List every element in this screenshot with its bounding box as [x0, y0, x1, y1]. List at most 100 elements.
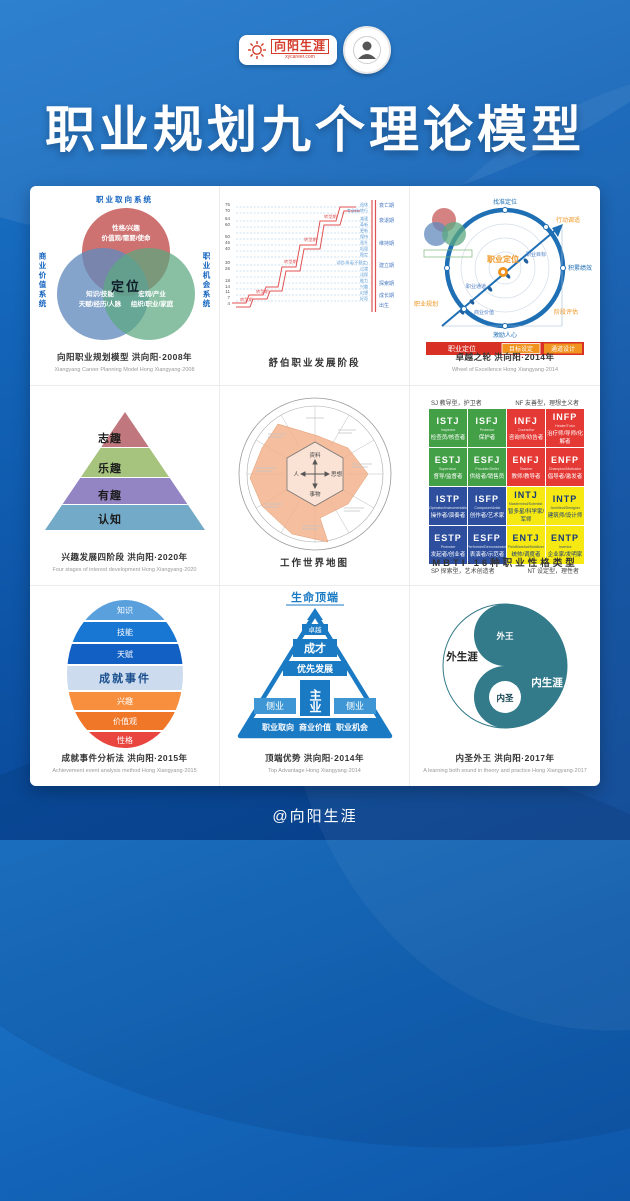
brand-domain: xycareer.com: [285, 54, 315, 61]
mbti-type: ISFJ: [475, 415, 499, 426]
venn-left-text: 知识/技能 天赋/经历/人脉: [50, 290, 150, 310]
mbti-cn: 倡导者/激发者: [547, 473, 583, 480]
brand-text: 向阳生涯 xycareer.com: [270, 39, 329, 61]
mbti-cell-esfj: ESFJ Provider/Seller 供给者/销售员: [468, 448, 506, 486]
ring-label-top: 找准定位: [493, 198, 517, 206]
mbti-cn: 督导/监督者: [433, 473, 463, 480]
venn-top-line1: 性格/兴趣: [112, 225, 140, 232]
mbti-type: ENTJ: [512, 532, 540, 543]
legend-bar: 职业定位 目标设定 通道设计: [426, 342, 584, 355]
ring-label-se: 阶段评估: [554, 308, 578, 316]
card-caption-en: Xiangyang Career Planning Model Hong Xia…: [54, 367, 195, 373]
mbti-cn: 供给者/销售员: [469, 473, 505, 480]
mbti-cn: 保护者: [478, 434, 496, 441]
venn-left-line2: 天赋/经历/人脉: [78, 300, 122, 308]
mbti-en: FieldMarshal/Mobilizer: [508, 543, 545, 549]
apex-diagram: 生命顶端 卓越 成才 优先发展 主业 侧业 侧业 职业取向 商业价值 职业机会: [237, 590, 393, 739]
card-caption: 成就事件分析法 洪向阳·2015年: [61, 753, 188, 763]
inner-label-goal: 职业目标: [526, 251, 546, 258]
mbti-cell-isfp: ISFP Composer/Artist 创作者/艺术家: [468, 487, 506, 525]
card-caption: 卓越之轮 洪向阳·2014年: [455, 352, 555, 362]
mbti-cn: 统帅/调度者: [511, 551, 541, 558]
milestone-label: 试探: [360, 271, 368, 277]
age-tick: 45: [225, 240, 231, 245]
mbti-en: Inventor: [558, 543, 572, 549]
card-mbti-types: SJ 教导型，护卫者 NF 友善型，理想主义者 ISTJ Inspector 检查员…: [410, 386, 600, 586]
mbti-top-labels: SJ 教导型，护卫者 NF 友善型，理想主义者: [431, 398, 579, 407]
milestone-label: 晋升: [360, 239, 368, 245]
mbti-cn: 发起者/创业者: [430, 551, 466, 558]
milestone-label: 退休: [360, 201, 368, 207]
pyramid-label: 有趣: [98, 490, 122, 502]
mbti-cell-istp: ISTP Operator/Instrumentalist 操作者/演奏者: [429, 487, 467, 525]
egg-band-character: 性格: [67, 732, 183, 748]
venn-right-line2: 组织/职业/家庭: [130, 300, 174, 308]
card-caption: 兴趣发展四阶段 洪向阳·2020年: [61, 552, 188, 562]
stage-label: 探索期: [379, 280, 394, 287]
card-super-career-stages: 75 70 64 60 50 45 40 30 26 18 14 11 7 4 …: [220, 186, 410, 386]
mbti-sp-label: SP 探索型，艺术创造者: [431, 569, 495, 575]
mbti-en: Provider/Seller: [475, 465, 499, 471]
mbti-cn: 检查员/核查者: [430, 434, 466, 441]
venn-center-label: 定位: [110, 279, 141, 294]
pyramid-label: 志趣: [98, 433, 122, 445]
venn-system-left-label: 商业价值系统: [38, 251, 47, 309]
box-excellence: [302, 624, 328, 635]
card-caption-en: Wheel of Excellence Hong Xiangyang·2014: [451, 367, 559, 373]
outer-career-label: 外生涯: [445, 650, 478, 663]
inner-sage-label: 内圣: [496, 693, 514, 703]
compass-ideas-label: 思想: [331, 470, 343, 478]
stage-axis: 衰亡期 衰退期 维持期 建立期 探索期 成长期 出生: [371, 200, 394, 312]
mbti-cn: 企业家/发明家: [547, 551, 583, 558]
card-caption: 顶端优势 洪向阳·2014年: [264, 753, 365, 763]
egg-band-skill: 技能: [67, 622, 183, 642]
card-caption: MBTI-16种职业性格类型: [432, 558, 578, 569]
milestone-label: 巩固: [360, 246, 368, 251]
mbti-type: ISFP: [474, 493, 499, 504]
card-achievement-analysis: 知识 技能 天赋 成就事件 兴趣 价值观 性格 成就事件分析法 洪向阳·2015…: [30, 586, 220, 786]
card-caption: 工作世界地图: [279, 558, 349, 569]
mbti-type: INTP: [552, 493, 578, 504]
mbti-type: ESTJ: [434, 454, 462, 465]
egg-band-achievement: 成就事件: [67, 666, 183, 690]
age-tick: 18: [225, 278, 231, 283]
mbti-bottom-labels: SP 探索型，艺术创造者 NT 设定型，理性者: [431, 566, 579, 575]
mbti-cell-intp: INTP Architect/Designer 建筑师/设计师: [546, 487, 584, 525]
outer-circle: [238, 397, 392, 551]
box-side-right-label: 侧业: [346, 700, 364, 711]
mbti-en: Performer/Demonstrator: [467, 543, 507, 549]
egg-diagram: 知识 技能 天赋 成就事件 兴趣 价值观 性格: [67, 600, 183, 748]
mbti-grid: ISTJ Inspector 检查员/核查者 ISFJ Protector 保护者 IN…: [429, 409, 584, 564]
mbti-cn: 治疗师/导师/化解者: [546, 430, 584, 445]
milestone-label: 减速: [360, 215, 368, 221]
stage-label: 成长期: [379, 292, 394, 299]
egg-band-talent: 天赋: [67, 644, 183, 664]
mbti-cell-entp: ENTP Inventor 企业家/发明家: [546, 526, 584, 564]
inner-rings: [460, 223, 550, 313]
card-wheel-of-excellence: 找准定位 行动调适 积累绩效 阶段评估 激励人心 职业规划 职业定位 职业目标 …: [410, 186, 600, 386]
mini-venn: [423, 208, 473, 258]
mbti-sj-label: SJ 教导型，护卫者: [431, 401, 482, 407]
milestone-label: 保持: [360, 233, 368, 239]
mbti-type: ENFJ: [512, 454, 540, 465]
mbti-type: ENTP: [550, 532, 579, 543]
super-staircase-chart: 75 70 64 60 50 45 40 30 26 18 14 11 7 4 …: [225, 200, 394, 312]
mbti-en: Inspector: [440, 426, 456, 432]
mbti-cn: 建筑师/设计师: [547, 512, 583, 519]
box-priority-label: 优先发展: [297, 663, 333, 674]
mbti-cn: 表演者/示范者: [469, 551, 505, 558]
inner-label-value: 商业价值: [474, 309, 494, 316]
card-world-of-work-map: 资料 人 思想 事物 工作世界地图: [220, 386, 410, 586]
box-main-label: 主业: [308, 688, 322, 713]
mbti-en: Counselor: [517, 426, 535, 432]
box-side-left-label: 侧业: [266, 700, 284, 711]
mbti-cell-infj: INFJ Counselor 咨询师/劝告者: [507, 409, 545, 447]
ring-label-bottom: 激励人心: [493, 331, 517, 339]
mbti-type: INTJ: [514, 489, 538, 500]
box-talent: [293, 639, 337, 657]
mbti-type: ESTP: [434, 532, 462, 543]
ring-label-east: 积累绩效: [568, 264, 592, 272]
mbti-en: Operator/Instrumentalist: [428, 504, 468, 510]
box-priority: [283, 661, 347, 676]
target-icon-center: [501, 270, 505, 274]
